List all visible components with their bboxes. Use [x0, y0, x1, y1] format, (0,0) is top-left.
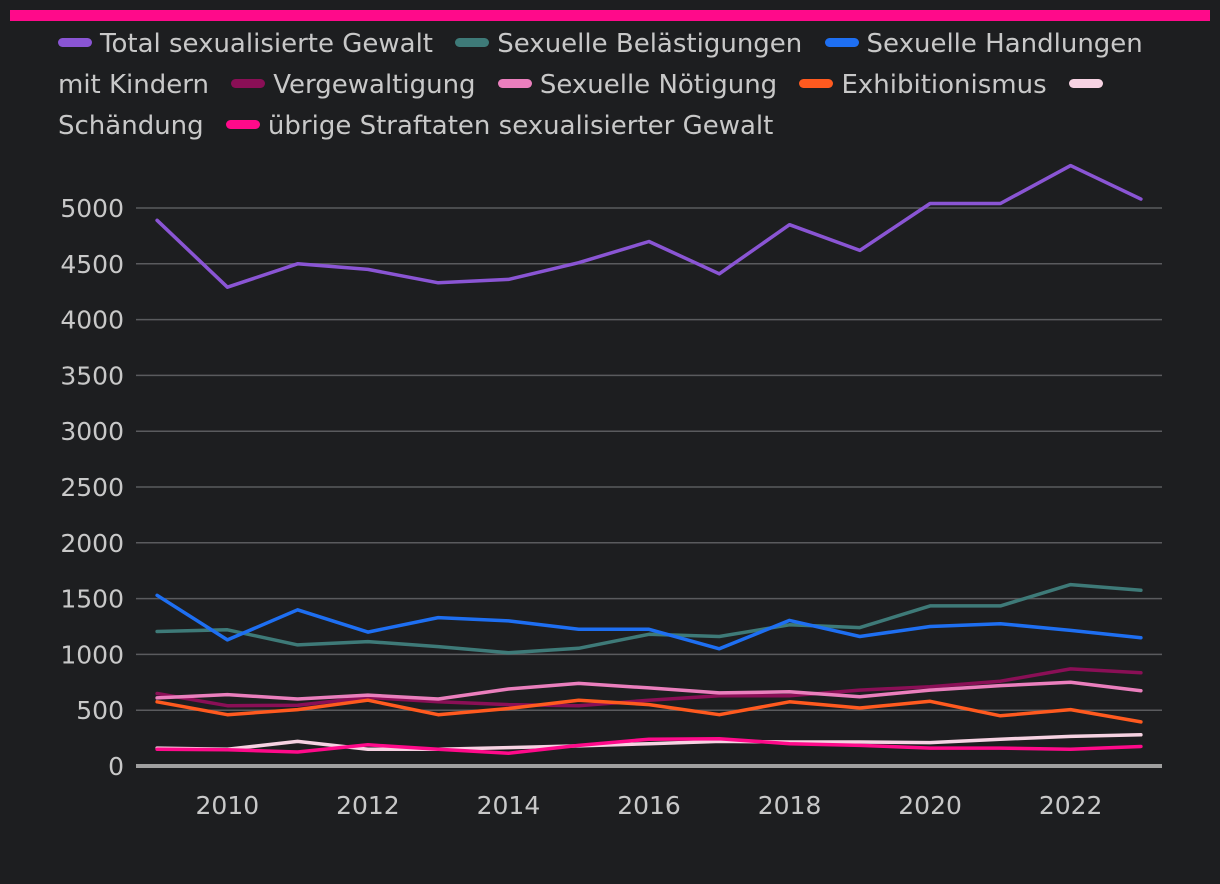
series-line — [155, 163, 1143, 289]
legend-label: Vergewaltigung — [273, 70, 476, 100]
series-line — [155, 698, 1143, 724]
legend-label: Sexuelle Belästigungen — [497, 29, 803, 59]
legend-item[interactable]: Sexuelle Nötigung — [497, 70, 778, 100]
y-tick-label: 3000 — [60, 417, 124, 446]
y-tick-label: 2500 — [60, 473, 124, 502]
y-tick-label: 3500 — [60, 361, 124, 390]
x-tick-label: 2020 — [898, 791, 962, 820]
x-tick-label: 2010 — [196, 791, 260, 820]
y-tick-label: 1500 — [60, 585, 124, 614]
x-tick-label: 2016 — [617, 791, 681, 820]
legend-swatch — [231, 79, 266, 88]
series-line — [155, 733, 1143, 752]
legend-label: übrige Straftaten sexualisierter Gewalt — [267, 111, 774, 141]
chart-legend: Total sexualisierte Gewalt Sexuelle Belä… — [58, 24, 1178, 147]
series-line — [155, 582, 1143, 655]
legend-item[interactable]: Total sexualisierte Gewalt — [58, 29, 433, 59]
x-tick-label: 2014 — [477, 791, 541, 820]
series-line — [155, 593, 1143, 651]
legend-label: Schändung — [58, 111, 204, 141]
y-tick-label: 0 — [108, 752, 124, 781]
x-tick-label: 2012 — [336, 791, 400, 820]
legend-item[interactable]: übrige Straftaten sexualisierter Gewalt — [225, 111, 774, 141]
y-tick-label: 1000 — [60, 640, 124, 669]
y-tick-label: 500 — [76, 696, 124, 725]
legend-label: Sexuelle Nötigung — [539, 70, 778, 100]
legend-swatch — [225, 120, 260, 129]
series-line — [155, 736, 1143, 755]
legend-item[interactable]: Sexuelle Handlungen mit Kindern — [58, 29, 1143, 100]
legend-item[interactable]: Vergewaltigung — [231, 70, 476, 100]
y-tick-label: 5000 — [60, 194, 124, 223]
legend-item[interactable]: Exhibitionismus — [799, 70, 1047, 100]
y-tick-label: 4500 — [60, 250, 124, 279]
legend-label: Total sexualisierte Gewalt — [100, 29, 433, 59]
legend-swatch — [58, 38, 92, 47]
legend-item[interactable]: Schändung — [58, 70, 1111, 141]
series-line — [155, 680, 1143, 701]
y-tick-label: 4000 — [60, 306, 124, 335]
legend-label: Exhibitionismus — [841, 70, 1047, 100]
legend-swatch — [1068, 79, 1103, 88]
x-tick-label: 2022 — [1039, 791, 1103, 820]
legend-swatch — [799, 79, 834, 88]
legend-swatch — [824, 38, 859, 47]
legend-label: Sexuelle Handlungen mit Kindern — [58, 29, 1143, 100]
y-tick-label: 2000 — [60, 529, 124, 558]
accent-bar — [10, 10, 1210, 21]
legend-swatch — [497, 79, 532, 88]
x-tick-label: 2018 — [758, 791, 822, 820]
legend-item[interactable]: Sexuelle Belästigungen — [455, 29, 802, 59]
legend-swatch — [455, 38, 490, 47]
series-line — [155, 667, 1143, 708]
